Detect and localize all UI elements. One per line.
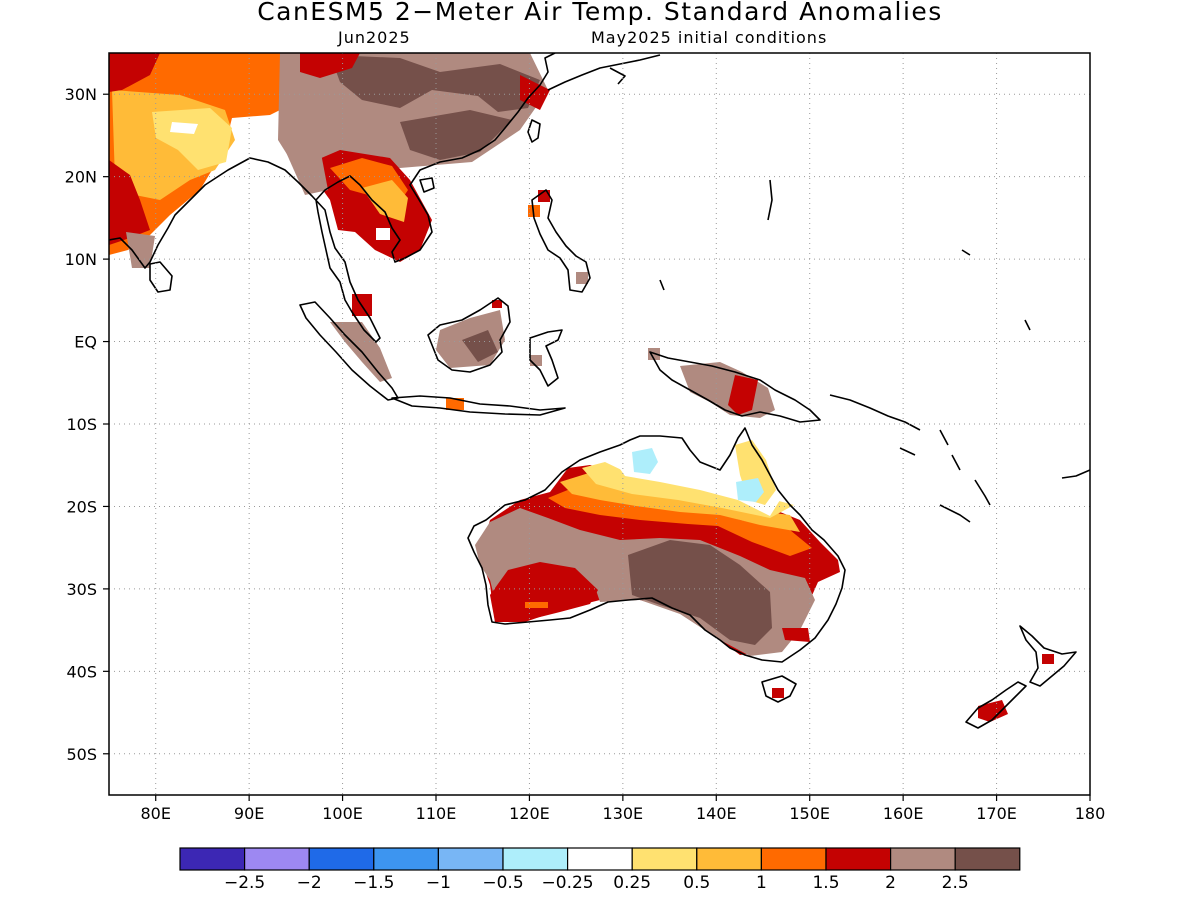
graticule bbox=[109, 53, 1090, 795]
colorbar-label: 1 bbox=[756, 873, 767, 893]
lat-tick-label: 50S bbox=[66, 745, 97, 764]
anomaly-region-borneo-dark bbox=[462, 330, 498, 362]
colorbar: −2.5 −2 −1.5 −1 −0.5 −0.25 0.25 0.5 1 1.5 2 2.5 bbox=[179, 847, 1021, 893]
coastlines bbox=[109, 53, 1090, 729]
colorbar-swatch bbox=[889, 847, 956, 871]
colorbar-label: −1 bbox=[426, 873, 451, 893]
lat-tick-label: 30S bbox=[66, 580, 97, 599]
anomaly-region-mindanao bbox=[576, 272, 588, 284]
colorbar-label: −2.5 bbox=[224, 873, 265, 893]
colorbar-swatch bbox=[373, 847, 439, 871]
colorbar-swatch bbox=[954, 847, 1021, 871]
anomaly-region-australia-light-blue-2 bbox=[736, 478, 764, 502]
anomaly-region-sulawesi bbox=[530, 355, 542, 366]
colorbar-swatch bbox=[760, 847, 827, 871]
coastline-hainan bbox=[419, 177, 435, 193]
anomaly-region-borneo-red bbox=[492, 300, 502, 308]
colorbar-label: −0.25 bbox=[542, 873, 594, 893]
anomaly-region-tasmania bbox=[772, 688, 784, 698]
coastline-sri-lanka bbox=[149, 261, 173, 293]
coastline-nz-south bbox=[965, 681, 1027, 729]
colorbar-label: 1.5 bbox=[812, 873, 839, 893]
colorbar-swatch bbox=[631, 847, 698, 871]
lon-tick-label: 140E bbox=[696, 804, 737, 823]
anomaly-region-burma-brown bbox=[285, 148, 328, 195]
lon-tick-label: 130E bbox=[603, 804, 644, 823]
anomaly-region-india-white bbox=[170, 122, 198, 134]
lat-tick-label: 20N bbox=[65, 168, 97, 187]
colorbar-label: −1.5 bbox=[353, 873, 394, 893]
colorbar-label: 2.5 bbox=[942, 873, 969, 893]
coastline-new-guinea bbox=[649, 351, 821, 423]
lat-tick-label: EQ bbox=[74, 333, 97, 352]
colorbar-swatch bbox=[308, 847, 375, 871]
colorbar-label: 2 bbox=[885, 873, 896, 893]
lat-tick-label: 10S bbox=[66, 415, 97, 434]
colorbar-swatch bbox=[437, 847, 504, 871]
coastline-pacific-islands bbox=[659, 179, 1090, 506]
colorbar-swatch bbox=[502, 847, 569, 871]
coastline-sumatra bbox=[299, 301, 399, 401]
colorbar-swatch bbox=[696, 847, 762, 871]
coastline-taiwan bbox=[527, 119, 541, 143]
chart-title: CanESM5 2−Meter Air Temp. Standard Anoma… bbox=[257, 0, 943, 26]
coastline-sulawesi bbox=[529, 329, 563, 387]
lon-tick-label: 100E bbox=[322, 804, 363, 823]
lon-tick-label: 180 bbox=[1075, 804, 1106, 823]
lon-tick-label: 90E bbox=[234, 804, 264, 823]
coastline-solomons bbox=[829, 394, 971, 523]
colorbar-label: −0.5 bbox=[482, 873, 523, 893]
anomaly-region-srilanka bbox=[126, 232, 155, 268]
anomaly-region-australia-light-blue-1 bbox=[632, 448, 658, 474]
anomaly-region-indochina-yellow bbox=[362, 180, 408, 222]
lon-tick-label: 120E bbox=[509, 804, 550, 823]
colorbar-label: −2 bbox=[297, 873, 322, 893]
lon-tick-label: 170E bbox=[976, 804, 1017, 823]
anomaly-region-australia-sw-red bbox=[490, 562, 598, 622]
colorbar-swatch bbox=[179, 847, 246, 871]
lat-tick-label: 10N bbox=[65, 250, 97, 269]
anomaly-region-nz-south bbox=[978, 700, 1008, 722]
anomaly-region-australia-sw-orange bbox=[525, 602, 548, 608]
coastline-philippines bbox=[531, 189, 591, 293]
anomaly-region-png-red bbox=[728, 375, 758, 415]
coastline-java bbox=[391, 395, 566, 416]
coastline-nz-north bbox=[1019, 625, 1077, 687]
coastline-tasmania bbox=[761, 675, 797, 703]
anomaly-region-australia-dark bbox=[628, 540, 772, 645]
colorbar-swatch bbox=[566, 847, 633, 871]
coastline-asia bbox=[109, 53, 556, 343]
lon-tick-label: 150E bbox=[789, 804, 830, 823]
lat-tick-label: 30N bbox=[65, 85, 97, 104]
anomaly-region-australia-orange bbox=[548, 485, 812, 556]
anomaly-shading bbox=[109, 53, 1054, 722]
lon-tick-label: 110E bbox=[416, 804, 457, 823]
anomaly-region-nsw-red bbox=[782, 628, 810, 642]
anomaly-region-indochina-white bbox=[376, 228, 390, 240]
initial-conditions-label: May2025 initial conditions bbox=[591, 28, 828, 47]
anomaly-region-java-orange bbox=[446, 398, 464, 410]
colorbar-label: 0.25 bbox=[613, 873, 651, 893]
axis-ticks: 80E 90E 100E 110E 120E 130E 140E 150E 160E 170E 18… bbox=[65, 85, 1106, 823]
colorbar-swatch bbox=[825, 847, 892, 871]
colorbar-label: 0.5 bbox=[683, 873, 710, 893]
coastline-borneo bbox=[427, 297, 511, 373]
anomaly-region-china-dark bbox=[330, 55, 540, 112]
colorbar-swatch bbox=[244, 847, 310, 871]
coastline-australia bbox=[467, 427, 846, 663]
valid-month-label: Jun2025 bbox=[338, 28, 411, 47]
anomaly-region-nz-north bbox=[1042, 654, 1054, 664]
lat-tick-label: 40S bbox=[66, 662, 97, 681]
anomaly-region-china-red bbox=[300, 53, 550, 110]
lon-tick-label: 160E bbox=[883, 804, 924, 823]
lon-tick-label: 80E bbox=[140, 804, 170, 823]
anomaly-region-india-red bbox=[109, 53, 160, 245]
anomaly-region-indochina-red bbox=[305, 150, 432, 262]
lat-tick-label: 20S bbox=[66, 497, 97, 516]
coastline-japan bbox=[547, 54, 661, 91]
